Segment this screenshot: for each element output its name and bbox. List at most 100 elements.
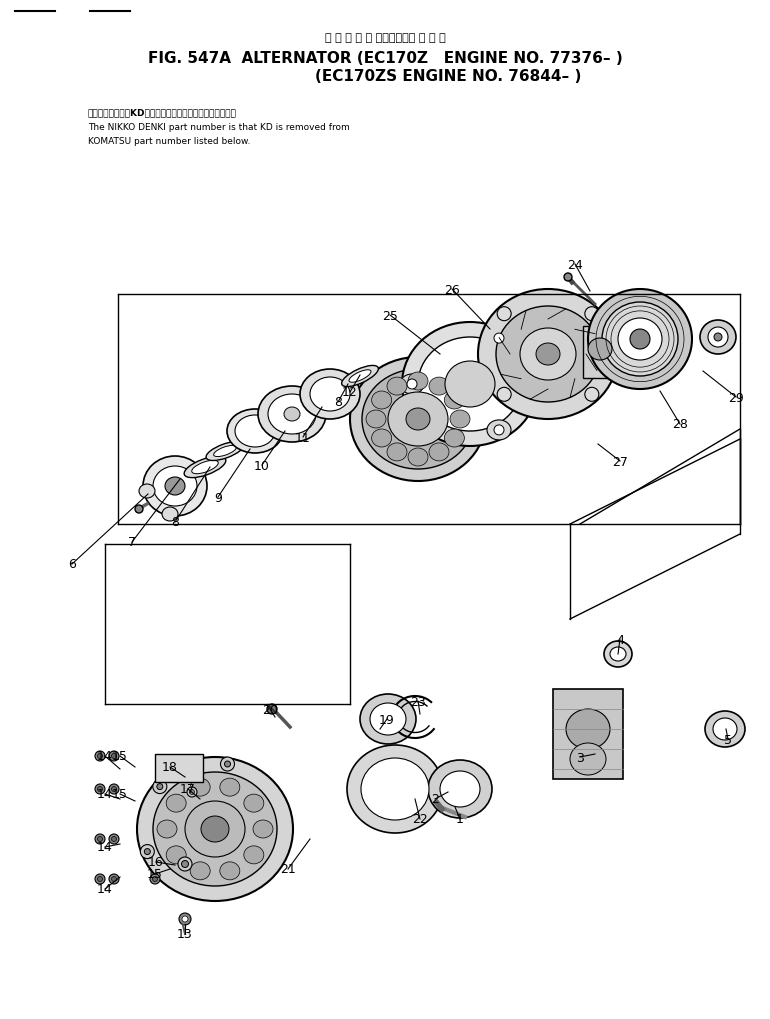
- Circle shape: [182, 861, 189, 867]
- Ellipse shape: [258, 386, 326, 442]
- Ellipse shape: [139, 484, 155, 498]
- Circle shape: [564, 274, 572, 281]
- Ellipse shape: [366, 411, 386, 429]
- Text: 14: 14: [97, 841, 113, 854]
- Ellipse shape: [162, 507, 178, 522]
- Text: 2: 2: [431, 793, 439, 806]
- Ellipse shape: [185, 801, 245, 857]
- Ellipse shape: [713, 718, 737, 740]
- Circle shape: [112, 837, 116, 842]
- Ellipse shape: [444, 430, 464, 447]
- Circle shape: [98, 876, 102, 881]
- Ellipse shape: [708, 328, 728, 347]
- Circle shape: [182, 916, 188, 922]
- Text: 15: 15: [112, 750, 128, 763]
- Circle shape: [95, 785, 105, 794]
- Ellipse shape: [166, 846, 186, 864]
- Ellipse shape: [370, 703, 406, 736]
- Text: 25: 25: [382, 309, 398, 322]
- Text: 17: 17: [180, 783, 196, 796]
- Ellipse shape: [300, 370, 360, 420]
- Circle shape: [585, 308, 599, 321]
- Ellipse shape: [429, 378, 449, 395]
- Text: 8: 8: [334, 396, 342, 409]
- Bar: [583, 327, 621, 379]
- Circle shape: [140, 845, 154, 859]
- Ellipse shape: [602, 303, 678, 377]
- Text: 12: 12: [342, 386, 358, 399]
- Text: 19: 19: [379, 713, 395, 726]
- Circle shape: [407, 380, 417, 389]
- Ellipse shape: [630, 330, 650, 350]
- Ellipse shape: [714, 333, 722, 341]
- Ellipse shape: [402, 323, 538, 446]
- Ellipse shape: [361, 758, 429, 820]
- Circle shape: [95, 874, 105, 884]
- Ellipse shape: [372, 430, 392, 447]
- Ellipse shape: [418, 337, 522, 432]
- Ellipse shape: [570, 743, 606, 775]
- Circle shape: [95, 835, 105, 844]
- Circle shape: [98, 837, 102, 842]
- Circle shape: [497, 308, 511, 321]
- Ellipse shape: [310, 378, 350, 412]
- Ellipse shape: [153, 467, 197, 506]
- Ellipse shape: [244, 795, 264, 812]
- Circle shape: [109, 785, 119, 794]
- Ellipse shape: [520, 329, 576, 381]
- Circle shape: [267, 704, 277, 714]
- Ellipse shape: [360, 694, 416, 744]
- Ellipse shape: [201, 816, 229, 842]
- Text: 18: 18: [162, 761, 178, 773]
- Circle shape: [220, 757, 235, 771]
- Ellipse shape: [387, 378, 407, 395]
- Circle shape: [189, 790, 195, 795]
- Ellipse shape: [604, 641, 632, 667]
- Circle shape: [109, 751, 119, 761]
- Ellipse shape: [284, 408, 300, 422]
- Circle shape: [109, 874, 119, 884]
- Text: 23: 23: [410, 695, 426, 708]
- Ellipse shape: [388, 392, 448, 446]
- Circle shape: [144, 849, 150, 855]
- Ellipse shape: [153, 772, 277, 887]
- Text: 14: 14: [97, 788, 113, 801]
- Text: 14: 14: [97, 882, 113, 896]
- Ellipse shape: [190, 862, 210, 880]
- Circle shape: [98, 754, 102, 759]
- Circle shape: [585, 388, 599, 401]
- Ellipse shape: [700, 321, 736, 355]
- Ellipse shape: [444, 391, 464, 410]
- Text: 11: 11: [295, 431, 311, 444]
- Text: 8: 8: [171, 516, 179, 529]
- Ellipse shape: [219, 862, 239, 880]
- Ellipse shape: [478, 289, 618, 420]
- Text: 28: 28: [672, 418, 688, 431]
- Ellipse shape: [536, 343, 560, 366]
- Text: 26: 26: [444, 283, 460, 297]
- Ellipse shape: [440, 771, 480, 807]
- Bar: [553, 689, 623, 780]
- Ellipse shape: [235, 416, 275, 447]
- Ellipse shape: [192, 461, 218, 474]
- Text: (EC170ZS ENGINE NO. 76844– ): (EC170ZS ENGINE NO. 76844– ): [189, 68, 581, 84]
- Text: 27: 27: [612, 455, 628, 468]
- Circle shape: [152, 780, 167, 794]
- Text: 16: 16: [148, 856, 164, 868]
- Ellipse shape: [618, 319, 662, 361]
- Ellipse shape: [387, 443, 407, 462]
- Ellipse shape: [362, 370, 474, 470]
- Circle shape: [497, 388, 511, 401]
- Ellipse shape: [588, 338, 612, 361]
- Ellipse shape: [190, 779, 210, 797]
- Text: 7: 7: [128, 536, 136, 549]
- Ellipse shape: [408, 448, 428, 467]
- Circle shape: [112, 754, 116, 759]
- Ellipse shape: [350, 358, 486, 482]
- Circle shape: [225, 761, 230, 767]
- Circle shape: [494, 426, 504, 435]
- Ellipse shape: [566, 709, 610, 749]
- Ellipse shape: [347, 745, 443, 834]
- Text: 9: 9: [214, 491, 222, 504]
- Text: 20: 20: [262, 703, 278, 715]
